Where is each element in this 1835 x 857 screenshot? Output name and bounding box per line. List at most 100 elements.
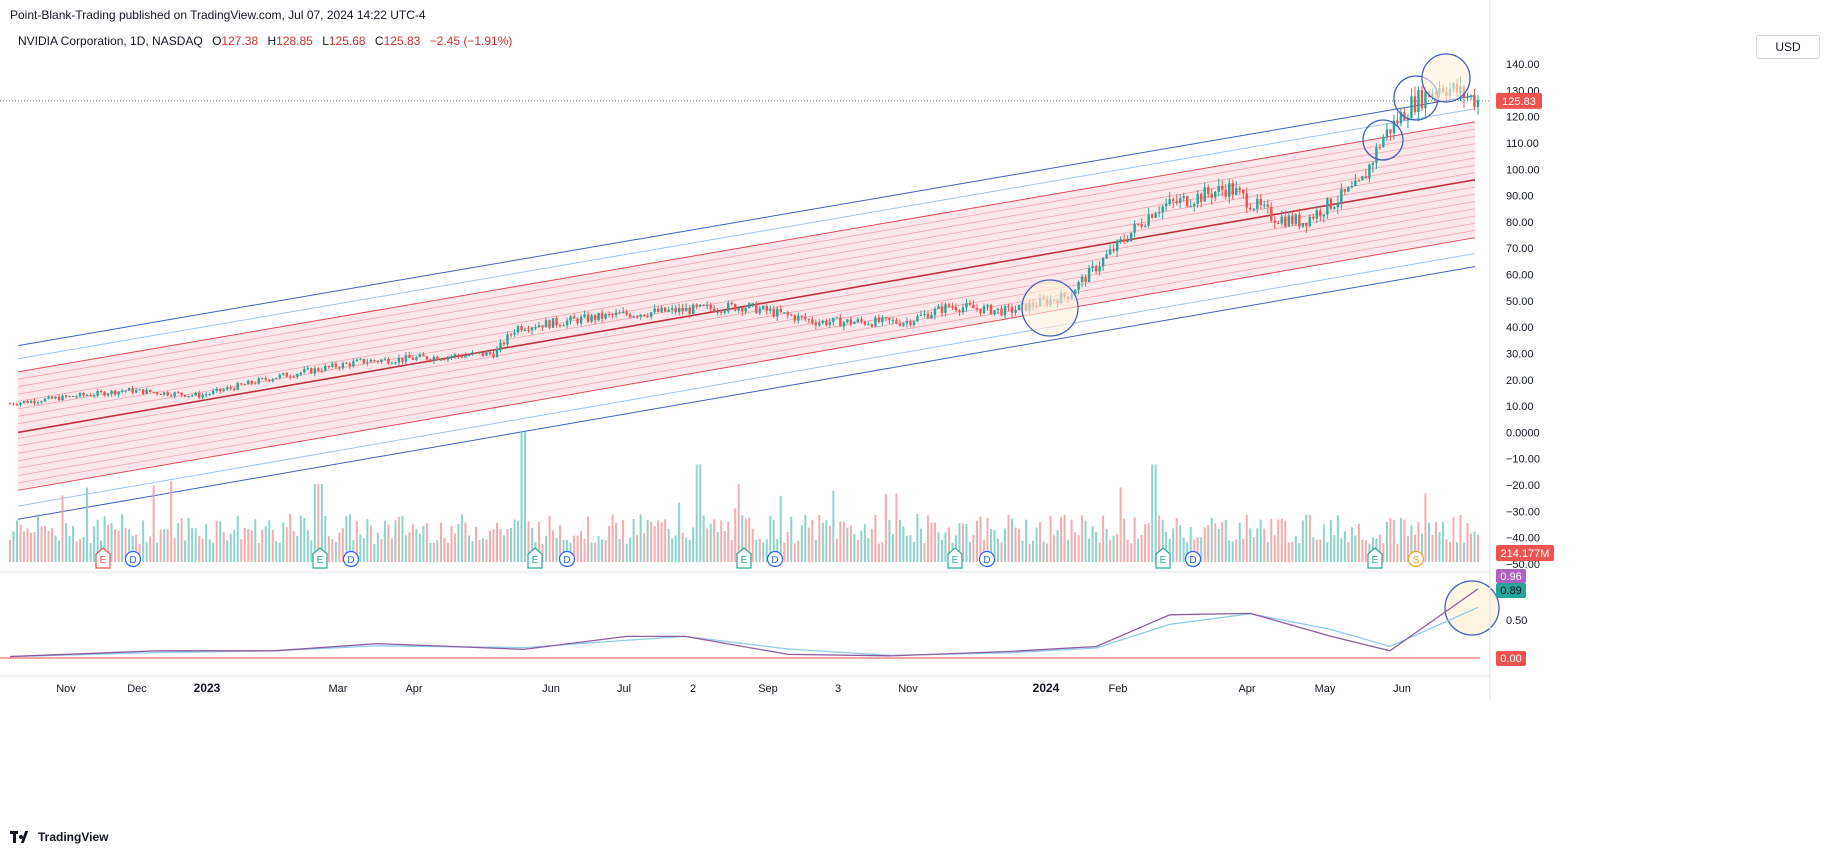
candle-body <box>1245 193 1248 208</box>
volume-bar <box>362 538 365 562</box>
stoch-level-label: 0.50 <box>1506 615 1527 627</box>
candle-body <box>432 356 436 361</box>
volume-bar <box>944 532 947 562</box>
candle-body <box>1399 112 1403 124</box>
price-tick-label: −40.00 <box>1506 533 1540 545</box>
volume-bar <box>1319 539 1322 562</box>
volume-bar <box>580 530 583 562</box>
volume-bar <box>1084 520 1087 562</box>
candle-body <box>127 388 131 391</box>
dividend-marker-icon <box>558 550 576 568</box>
candle-body <box>1014 310 1017 313</box>
volume-bar <box>1378 534 1381 562</box>
candle-body <box>891 320 895 322</box>
volume-bar <box>359 534 362 562</box>
candle-body <box>362 358 366 364</box>
candle-body <box>863 321 867 325</box>
candle-body <box>411 358 415 360</box>
candle-body <box>793 315 797 321</box>
candle-body <box>839 317 842 327</box>
open-value: 127.38 <box>221 34 259 48</box>
candle-body <box>1410 96 1413 119</box>
volume-bar <box>446 542 449 562</box>
channel-subline <box>17 215 1476 469</box>
candle-body <box>1140 224 1143 227</box>
volume-bar <box>226 540 229 562</box>
candle-body <box>944 304 947 313</box>
channel-subline <box>17 186 1476 439</box>
volume-bar <box>152 485 155 562</box>
candle-body <box>176 392 180 394</box>
volume-bar <box>555 537 558 562</box>
candle-body <box>555 318 558 325</box>
low-label: L <box>322 34 329 48</box>
volume-bar <box>1312 537 1315 562</box>
candle-body <box>909 321 912 325</box>
candle-body <box>141 389 145 394</box>
volume-bar <box>762 542 765 562</box>
candle-body <box>730 303 733 305</box>
volume-bar <box>625 543 628 562</box>
candle-body <box>254 383 257 385</box>
candle-body <box>390 363 394 365</box>
time-tick-label: Nov <box>898 683 918 695</box>
volume-bar <box>713 519 716 562</box>
candle-body <box>706 305 709 307</box>
volume-bar <box>131 535 134 562</box>
volume-bar <box>1032 540 1035 562</box>
candle-body <box>649 312 653 317</box>
candle-body <box>29 400 33 403</box>
price-axis: 140.00130.00120.00110.00100.0090.0080.00… <box>0 0 1554 700</box>
candle-body <box>57 396 61 401</box>
candle-body <box>534 327 537 329</box>
time-tick-label: Jul <box>617 683 631 695</box>
volume-bar <box>783 542 786 562</box>
volume-bar <box>1354 535 1357 562</box>
candle-body <box>860 319 863 322</box>
volume-bar <box>1028 543 1031 562</box>
candle-body <box>261 378 264 380</box>
volume-bar <box>271 529 274 562</box>
volume-bar <box>397 516 400 562</box>
volume-bar <box>334 541 337 562</box>
candle-body <box>618 312 621 314</box>
candle-body <box>870 324 874 327</box>
volume-bar <box>517 520 520 562</box>
candle-body <box>1294 214 1298 224</box>
candle-body <box>1207 187 1210 194</box>
currency-button[interactable]: USD <box>1756 35 1820 59</box>
candle-body <box>1084 276 1087 282</box>
volume-bar <box>1270 518 1273 562</box>
volume-bar <box>79 539 82 562</box>
volume-bar <box>1294 536 1297 562</box>
candle-body <box>1322 214 1326 217</box>
price-tick-label: 80.00 <box>1506 217 1534 229</box>
candle-body <box>320 370 324 372</box>
volume-bar <box>432 542 435 562</box>
stoch-d-label: 0.89 <box>1500 585 1521 597</box>
volume-bar <box>1095 531 1098 562</box>
candle-body <box>544 320 548 328</box>
channel-red-upper <box>17 121 1476 373</box>
candle-body <box>663 307 667 312</box>
candle-body <box>443 359 446 361</box>
candle-body <box>972 304 975 309</box>
volume-bar <box>1123 518 1126 562</box>
symbol-name: NVIDIA Corporation, 1D, NASDAQ <box>18 34 203 48</box>
volume-bar <box>457 523 460 562</box>
volume-bar <box>145 542 148 562</box>
event-marker-label: D <box>1189 555 1196 566</box>
volume-bar <box>61 495 64 562</box>
volume-bar <box>821 522 824 562</box>
candle-body <box>572 316 576 319</box>
candle-body <box>642 314 646 317</box>
low-value: 125.68 <box>328 34 366 48</box>
volume-bar <box>800 525 803 562</box>
volume-bar <box>121 514 124 562</box>
volume-bar <box>341 528 344 562</box>
stoch-d-badge <box>1496 583 1526 598</box>
volume-bar <box>510 527 513 562</box>
volume-bar <box>982 539 985 562</box>
volume-bar <box>1105 528 1108 562</box>
